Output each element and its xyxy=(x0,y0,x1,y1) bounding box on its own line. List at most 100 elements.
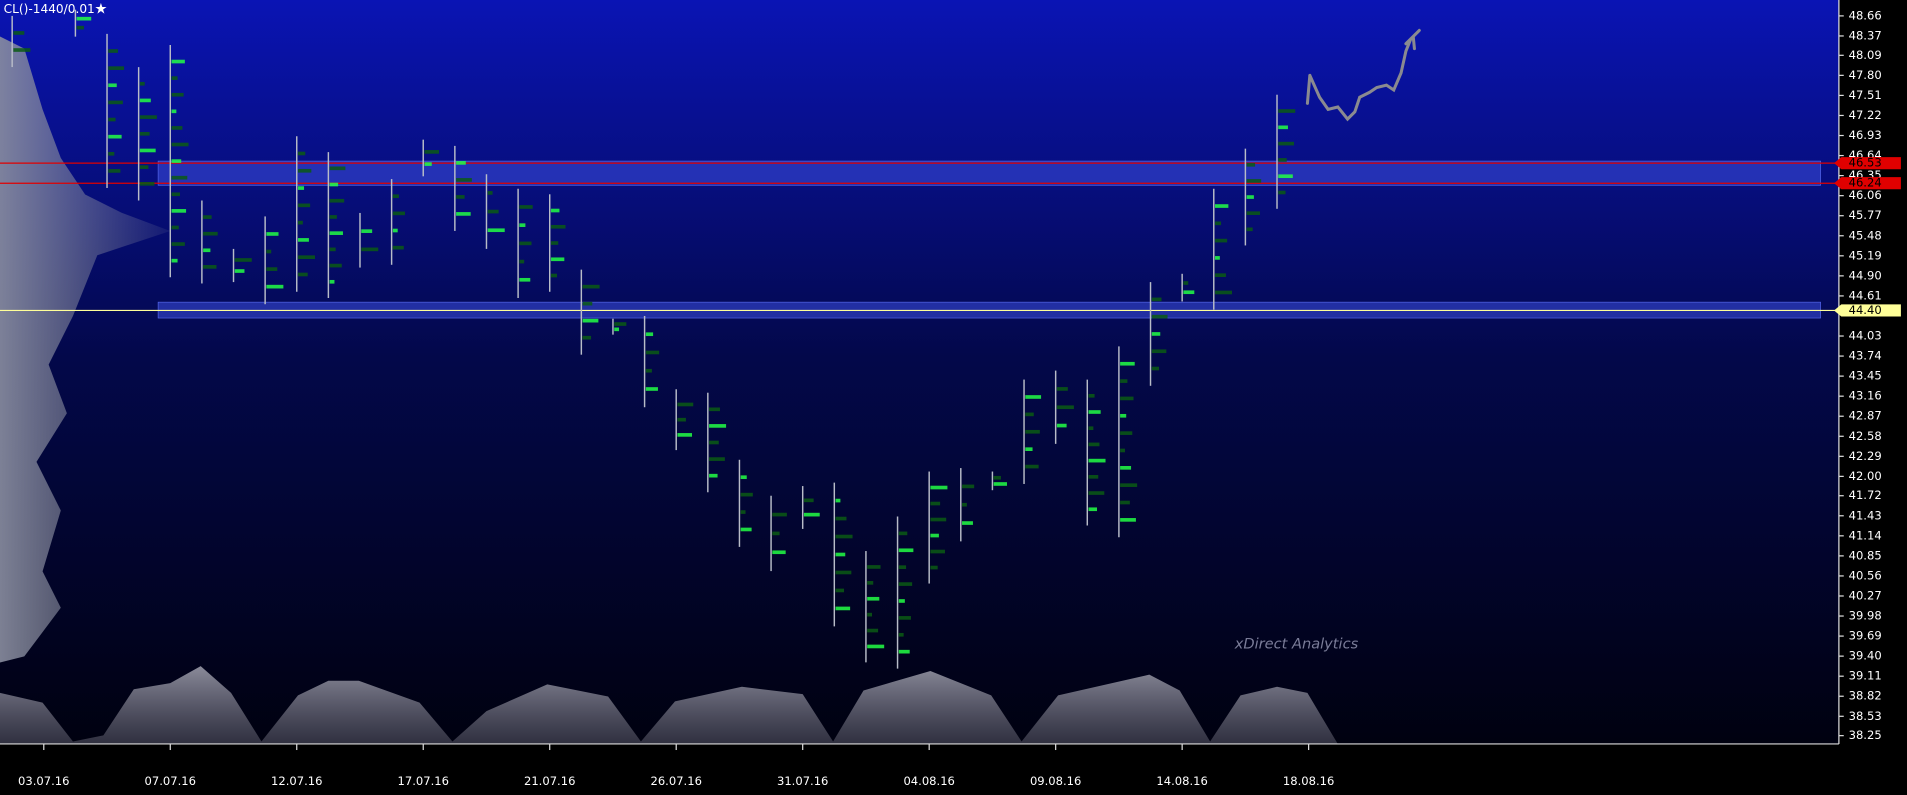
profile-blob xyxy=(709,473,718,478)
profile-blob xyxy=(867,612,873,617)
profile-blob xyxy=(392,228,398,233)
profile-blob xyxy=(1151,332,1161,336)
profile-blob xyxy=(772,512,787,517)
favorite-star[interactable]: ★ xyxy=(94,1,107,18)
profile-blob xyxy=(645,387,658,391)
profile-blob xyxy=(550,224,566,229)
profile-blob xyxy=(203,248,211,253)
profile-blob xyxy=(1120,361,1135,366)
profile-blob xyxy=(329,182,339,187)
profile-blob xyxy=(203,215,212,219)
profile-blob xyxy=(582,318,599,323)
profile-blob xyxy=(1278,125,1288,130)
profile-blob xyxy=(550,208,560,213)
x-tick-label: 17.07.16 xyxy=(398,774,449,788)
y-tick-label: 43.74 xyxy=(1849,349,1882,363)
profile-blob xyxy=(1120,466,1132,470)
profile-blob xyxy=(614,327,620,332)
y-tick-label: 41.43 xyxy=(1849,508,1882,522)
profile-blob xyxy=(867,628,879,633)
profile-blob xyxy=(266,232,279,236)
profile-blob xyxy=(1214,221,1222,226)
profile-blob xyxy=(1088,491,1105,495)
profile-blob xyxy=(76,16,92,21)
profile-blob xyxy=(329,263,342,268)
x-tick-label: 09.08.16 xyxy=(1030,774,1081,788)
y-tick-label: 38.82 xyxy=(1849,689,1882,703)
profile-blob xyxy=(139,131,150,136)
profile-blob xyxy=(1151,297,1162,302)
profile-blob xyxy=(171,142,189,147)
profile-blob xyxy=(329,247,336,252)
profile-blob xyxy=(234,258,252,262)
profile-blob xyxy=(1214,256,1220,260)
profile-blob xyxy=(76,25,84,30)
profile-blob xyxy=(13,48,31,52)
level-label: 44.40 xyxy=(1849,303,1882,317)
profile-blob xyxy=(519,205,533,209)
profile-blob xyxy=(898,616,911,620)
profile-blob xyxy=(1120,448,1125,453)
profile-blob xyxy=(677,433,693,437)
profile-blob xyxy=(424,162,432,166)
profile-blob xyxy=(171,76,178,80)
profile-blob xyxy=(171,258,178,263)
profile-blob xyxy=(709,407,720,412)
y-tick-label: 39.69 xyxy=(1849,629,1882,643)
profile-blob xyxy=(772,550,786,555)
level-label: 46.24 xyxy=(1849,176,1882,190)
profile-blob xyxy=(1151,314,1168,319)
y-tick-label: 38.25 xyxy=(1849,728,1882,742)
profile-blob xyxy=(108,134,122,139)
profile-blob xyxy=(772,531,780,536)
profile-blob xyxy=(139,148,156,153)
profile-blob xyxy=(329,231,343,235)
profile-blob xyxy=(13,31,25,35)
profile-blob xyxy=(1088,442,1100,447)
profile-blob xyxy=(645,368,652,373)
profile-blob xyxy=(424,150,440,154)
profile-blob xyxy=(139,115,157,119)
profile-blob xyxy=(709,440,719,445)
profile-blob xyxy=(1120,396,1134,401)
profile-blob xyxy=(108,83,117,88)
profile-blob xyxy=(835,534,853,539)
profile-blob xyxy=(835,516,847,521)
y-tick-label: 42.87 xyxy=(1849,409,1882,423)
y-tick-label: 48.66 xyxy=(1849,8,1882,22)
profile-blob xyxy=(456,178,472,182)
profile-blob xyxy=(677,402,694,407)
profile-blob xyxy=(1151,349,1167,354)
profile-blob xyxy=(361,247,379,252)
profile-blob xyxy=(993,482,1008,486)
volume-histogram xyxy=(0,666,1338,744)
y-tick-label: 45.48 xyxy=(1849,228,1882,242)
y-tick-label: 39.98 xyxy=(1849,609,1882,623)
profile-blob xyxy=(519,241,532,246)
profile-blob xyxy=(709,457,725,461)
profile-blob xyxy=(487,209,499,214)
axis-panel xyxy=(0,743,1907,795)
profile-blob xyxy=(582,284,600,289)
profile-blob xyxy=(108,169,121,173)
profile-blob xyxy=(1278,158,1287,162)
profile-blob xyxy=(1278,174,1293,179)
y-tick-label: 43.45 xyxy=(1849,369,1882,383)
profile-blob xyxy=(1120,413,1127,418)
profile-blob xyxy=(266,249,272,254)
profile-blob xyxy=(835,498,841,503)
profile-blob xyxy=(329,215,337,219)
profile-blob xyxy=(1088,475,1099,479)
profile-blob xyxy=(930,533,939,538)
profile-blob xyxy=(898,531,908,536)
profile-blob xyxy=(297,203,311,208)
y-tick-label: 42.00 xyxy=(1849,469,1882,483)
profile-blob xyxy=(1214,238,1228,243)
profile-blob xyxy=(171,209,187,213)
y-tick-label: 46.06 xyxy=(1849,188,1882,202)
y-tick-label: 39.11 xyxy=(1849,669,1882,683)
y-tick-label: 47.51 xyxy=(1849,88,1882,102)
profile-blob xyxy=(1214,204,1229,208)
